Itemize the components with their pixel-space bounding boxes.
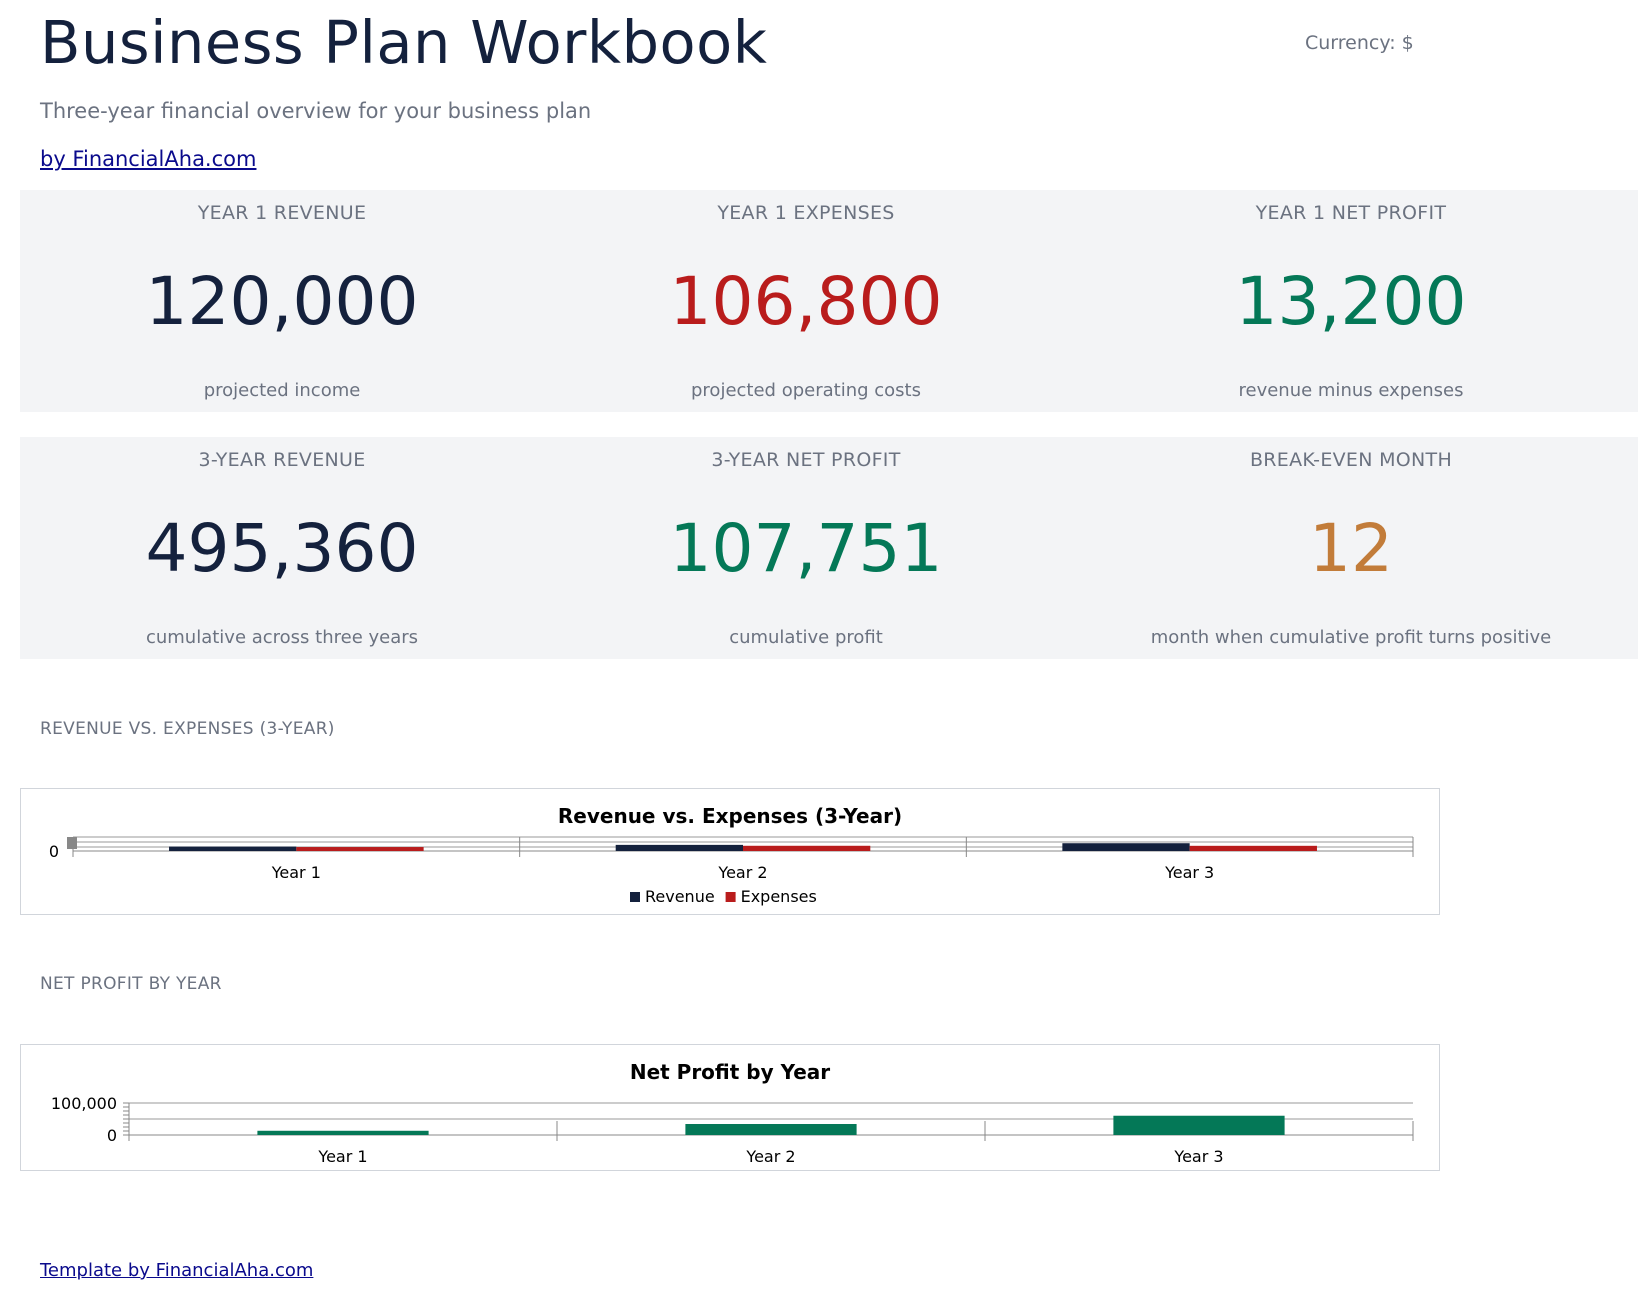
section-label-revenue-vs-expenses: REVENUE VS. EXPENSES (3-YEAR) bbox=[40, 719, 335, 739]
chart-title: Revenue vs. Expenses (3-Year) bbox=[558, 804, 902, 828]
legend-swatch-expenses bbox=[725, 892, 736, 902]
kpi-row-year1: YEAR 1 REVENUE 120,000 projected income … bbox=[20, 190, 1638, 412]
y-tick-label: 0 bbox=[107, 1126, 117, 1145]
bar-net-profit-1 bbox=[257, 1130, 429, 1135]
chart-revenue-vs-expenses[interactable]: Revenue vs. Expenses (3-Year) 0 Year 1 Year… bbox=[20, 788, 1440, 915]
kpi-value: 106,800 bbox=[669, 263, 943, 340]
bar-revenue-3 bbox=[1062, 843, 1190, 851]
kpi-label: 3-YEAR NET PROFIT bbox=[711, 449, 901, 471]
bar-net-profit-2 bbox=[685, 1124, 857, 1135]
kpi-caption: revenue minus expenses bbox=[1238, 380, 1464, 401]
x-tick-label: Year 2 bbox=[717, 863, 767, 882]
y-axis-marker bbox=[67, 837, 77, 849]
bar-expenses-2 bbox=[743, 845, 871, 851]
kpi-card-year1-expenses: YEAR 1 EXPENSES 106,800 projected operat… bbox=[544, 190, 1068, 412]
y-tick-label: 100,000 bbox=[51, 1094, 117, 1113]
y-tick-label: 0 bbox=[49, 842, 59, 861]
x-tick-label: Year 1 bbox=[317, 1147, 367, 1166]
currency-label: Currency: $ bbox=[1305, 32, 1414, 54]
kpi-label: YEAR 1 EXPENSES bbox=[717, 202, 895, 224]
kpi-card-3yr-revenue: 3-YEAR REVENUE 495,360 cumulative across… bbox=[20, 437, 544, 659]
kpi-label: BREAK-EVEN MONTH bbox=[1249, 449, 1453, 471]
bar-net-profit-3 bbox=[1113, 1115, 1285, 1135]
page-subtitle: Three-year financial overview for your b… bbox=[40, 99, 592, 123]
kpi-caption: cumulative across three years bbox=[145, 627, 419, 648]
bar-expenses-1 bbox=[296, 847, 424, 851]
legend-label-expenses: Expenses bbox=[741, 887, 817, 906]
kpi-caption: month when cumulative profit turns posit… bbox=[1150, 627, 1552, 648]
kpi-caption: projected operating costs bbox=[691, 380, 921, 401]
kpi-card-year1-net-profit: YEAR 1 NET PROFIT 13,200 revenue minus e… bbox=[1068, 190, 1634, 412]
kpi-value: 13,200 bbox=[1235, 263, 1467, 340]
kpi-label: 3-YEAR REVENUE bbox=[198, 449, 366, 471]
kpi-card-break-even-month: BREAK-EVEN MONTH 12 month when cumulativ… bbox=[1068, 437, 1634, 659]
bar-revenue-2 bbox=[615, 844, 743, 851]
section-label-net-profit: NET PROFIT BY YEAR bbox=[40, 974, 222, 994]
chart-net-profit-svg: Net Profit by Year 100,000 0 Year 1 Year 2 Ye… bbox=[51, 1060, 1414, 1166]
kpi-card-3yr-net-profit: 3-YEAR NET PROFIT 107,751 cumulative pro… bbox=[544, 437, 1068, 659]
chart-net-profit-by-year[interactable]: Net Profit by Year 100,000 0 Year 1 Year 2 Ye… bbox=[20, 1044, 1440, 1171]
kpi-value: 495,360 bbox=[145, 510, 419, 587]
kpi-label: YEAR 1 NET PROFIT bbox=[1255, 202, 1447, 224]
kpi-caption: projected income bbox=[203, 380, 361, 401]
bar-revenue-1 bbox=[169, 846, 297, 851]
kpi-row-three-year: 3-YEAR REVENUE 495,360 cumulative across… bbox=[20, 437, 1638, 659]
kpi-value: 12 bbox=[1309, 510, 1393, 587]
legend-swatch-revenue bbox=[630, 892, 640, 902]
byline-link[interactable]: by FinancialAha.com bbox=[40, 147, 257, 171]
kpi-value: 120,000 bbox=[145, 263, 419, 340]
x-tick-label: Year 1 bbox=[271, 863, 321, 882]
x-tick-label: Year 3 bbox=[1164, 863, 1214, 882]
chart-title: Net Profit by Year bbox=[630, 1060, 830, 1084]
footer-template-link[interactable]: Template by FinancialAha.com bbox=[40, 1260, 314, 1281]
chart-revenue-vs-expenses-svg: Revenue vs. Expenses (3-Year) 0 Year 1 Year… bbox=[49, 804, 1414, 906]
x-tick-label: Year 2 bbox=[745, 1147, 795, 1166]
kpi-caption: cumulative profit bbox=[729, 627, 883, 648]
kpi-card-year1-revenue: YEAR 1 REVENUE 120,000 projected income bbox=[20, 190, 544, 412]
legend-label-revenue: Revenue bbox=[645, 887, 715, 906]
bar-expenses-3 bbox=[1189, 845, 1317, 851]
kpi-value: 107,751 bbox=[669, 510, 943, 587]
kpi-label: YEAR 1 REVENUE bbox=[197, 202, 367, 224]
page-title: Business Plan Workbook bbox=[40, 8, 768, 77]
x-tick-label: Year 3 bbox=[1173, 1147, 1223, 1166]
